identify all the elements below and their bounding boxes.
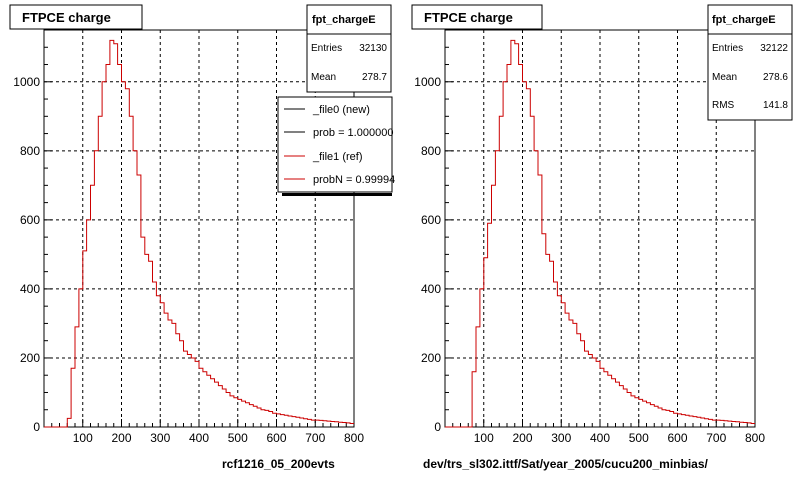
x-tick-label: 800 (745, 431, 765, 445)
x-tick-label: 100 (474, 431, 494, 445)
right-axis-ticks: 100 200 300 400 500 600 700 800 0 200 400 600 800 100… (414, 46, 765, 445)
x-tick-label: 800 (344, 431, 364, 445)
left-x-axis-caption: rcf1216_05_200evts (222, 457, 335, 471)
y-tick-label: 0 (33, 420, 40, 434)
right-grid (445, 30, 755, 427)
right-title-box (411, 4, 543, 30)
x-tick-label: 300 (150, 431, 170, 445)
left-stats-mean-label: Mean (311, 72, 336, 83)
y-tick-label: 1000 (13, 75, 40, 89)
left-histogram (44, 39, 354, 428)
legend-label-probn: probN = 0.99994 (313, 174, 395, 186)
y-tick-label: 0 (434, 420, 441, 434)
right-stats-mean-value: 278.6 (763, 72, 788, 83)
left-axis-ticks: 100 200 300 400 500 600 700 800 0 200 400 600 800 100… (13, 46, 364, 445)
left-stats-name: fpt_chargeE (312, 14, 376, 26)
x-tick-label: 200 (512, 431, 532, 445)
histogram-series-0 (445, 39, 755, 428)
x-tick-label: 400 (189, 431, 209, 445)
y-tick-label: 1000 (414, 75, 441, 89)
x-tick-label: 300 (551, 431, 571, 445)
y-tick-label: 600 (20, 213, 40, 227)
right-stats-mean-label: Mean (712, 72, 737, 83)
left-title-box (9, 4, 143, 30)
y-tick-label: 400 (20, 282, 40, 296)
right-histogram-pad: 100 200 300 400 500 600 700 800 0 200 400 600 800 100… (411, 4, 793, 471)
y-tick-label: 200 (421, 351, 441, 365)
left-histogram-pad: 100 200 300 400 500 600 700 800 0 200 400 600 800 100… (9, 4, 395, 471)
legend-label-ref: _file1 (ref) (312, 151, 363, 163)
x-tick-label: 500 (629, 431, 649, 445)
histogram-series-0 (44, 39, 354, 428)
x-tick-label: 400 (590, 431, 610, 445)
right-stats-entries-value: 32122 (760, 43, 788, 54)
right-stats-box: fpt_chargeE Entries 32122 Mean 278.6 RMS… (707, 4, 793, 121)
legend-label-new: _file0 (new) (312, 104, 370, 116)
y-tick-label: 800 (20, 144, 40, 158)
x-tick-label: 600 (266, 431, 286, 445)
left-stats-mean-value: 278.7 (362, 72, 387, 83)
left-chart-title: FTPCE charge (22, 10, 111, 25)
right-stats-rms-label: RMS (712, 100, 735, 111)
right-histogram (445, 39, 755, 428)
y-tick-label: 200 (20, 351, 40, 365)
x-tick-label: 700 (305, 431, 325, 445)
y-tick-label: 400 (421, 282, 441, 296)
x-tick-label: 700 (706, 431, 726, 445)
left-stats-entries-value: 32130 (359, 43, 387, 54)
x-tick-label: 200 (111, 431, 131, 445)
right-chart-title: FTPCE charge (424, 10, 513, 25)
left-stats-entries-label: Entries (311, 43, 342, 54)
left-legend-box: _file0 (new) prob = 1.000000 _file1 (ref… (277, 96, 395, 196)
right-stats-rms-value: 141.8 (763, 100, 788, 111)
legend-label-prob: prob = 1.000000 (313, 127, 393, 139)
right-stats-entries-label: Entries (712, 43, 743, 54)
x-tick-label: 100 (73, 431, 93, 445)
y-tick-label: 800 (421, 144, 441, 158)
left-stats-box: fpt_chargeE Entries 32130 Mean 278.7 (306, 4, 392, 93)
x-tick-label: 500 (228, 431, 248, 445)
right-x-axis-caption: dev/trs_sl302.ittf/Sat/year_2005/cucu200… (423, 457, 708, 471)
y-tick-label: 600 (421, 213, 441, 227)
right-stats-name: fpt_chargeE (712, 14, 776, 26)
x-tick-label: 600 (667, 431, 687, 445)
